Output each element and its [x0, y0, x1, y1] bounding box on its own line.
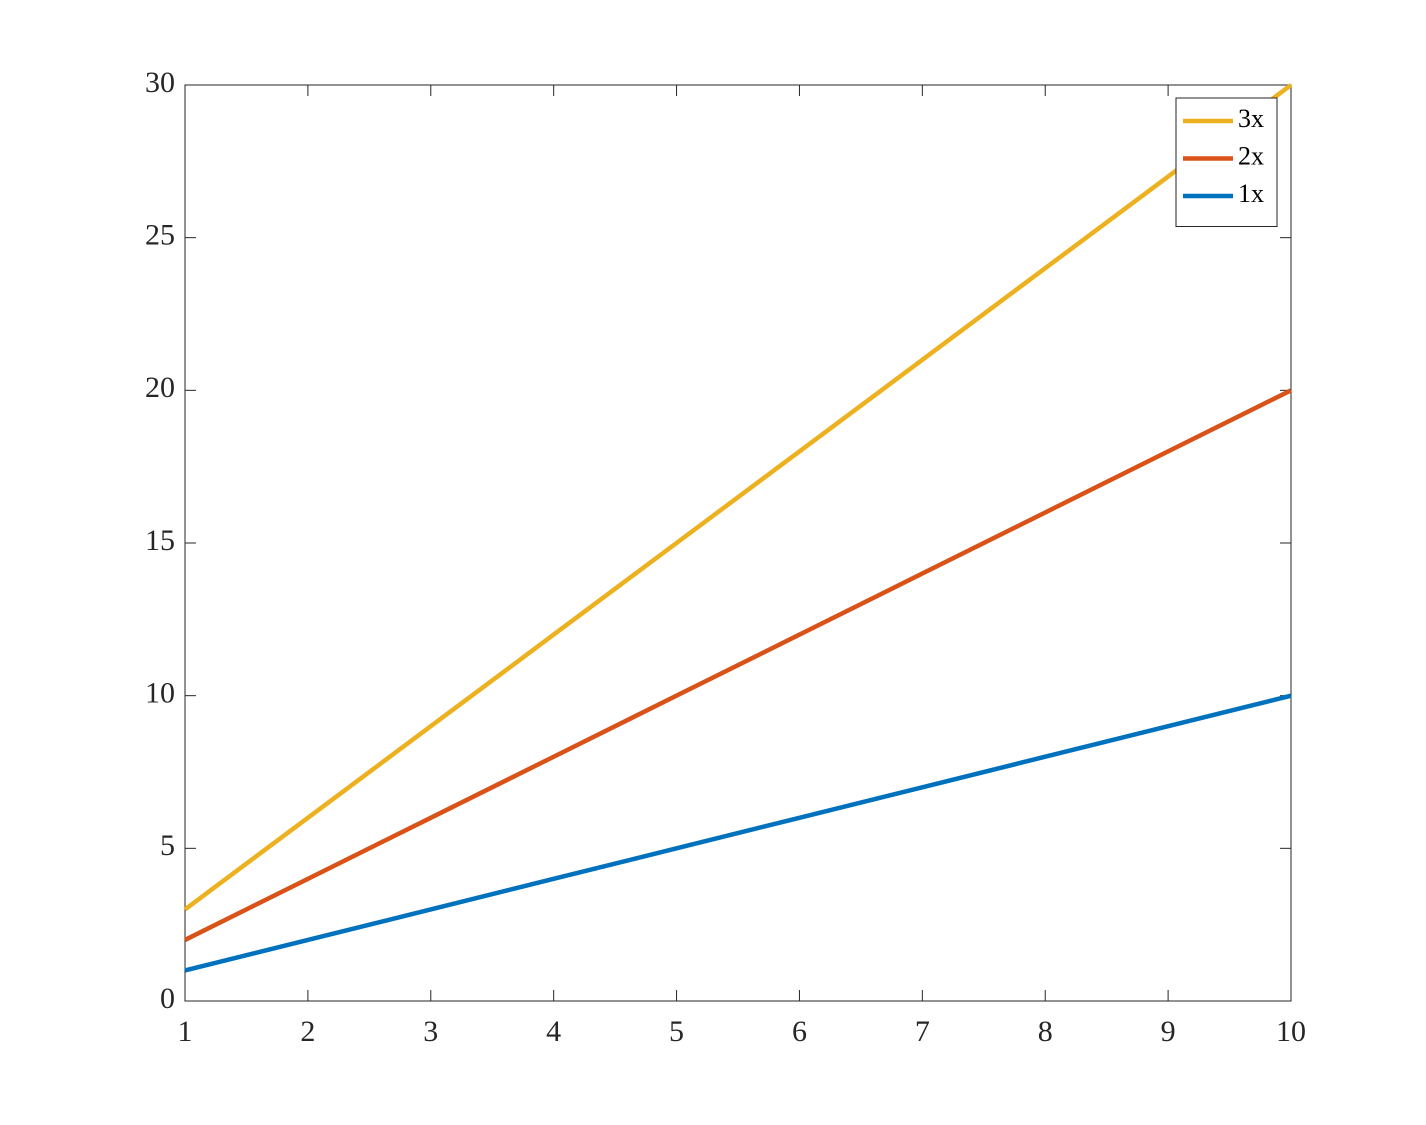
y-tick-label: 10	[145, 677, 175, 710]
x-tick-label: 2	[300, 1015, 315, 1048]
y-tick-label: 0	[160, 982, 175, 1015]
y-tick-label: 15	[145, 524, 175, 557]
x-tick-label: 1	[178, 1015, 193, 1048]
series-line	[183, 83, 1293, 912]
x-tick-label: 8	[1038, 1015, 1053, 1048]
y-tick-label: 5	[160, 829, 175, 862]
y-tick-label: 20	[145, 371, 175, 404]
y-tick-label: 25	[145, 219, 175, 252]
x-tick-label: 6	[792, 1015, 807, 1048]
y-tick-label: 30	[145, 66, 175, 99]
legend: 3x 2x 1x	[1175, 97, 1278, 227]
series-line	[184, 693, 1292, 973]
axes-box	[184, 84, 1292, 1002]
x-tick-label: 9	[1161, 1015, 1176, 1048]
x-tick-label: 4	[546, 1015, 561, 1048]
legend-label: 2x	[1238, 141, 1264, 170]
x-tick-label: 5	[669, 1015, 684, 1048]
x-tick-label: 3	[423, 1015, 438, 1048]
series-line	[183, 388, 1293, 942]
x-tick-label: 7	[915, 1015, 930, 1048]
x-tick-label: 10	[1276, 1015, 1306, 1048]
legend-label: 3x	[1238, 104, 1264, 133]
legend-label: 1x	[1238, 179, 1264, 208]
